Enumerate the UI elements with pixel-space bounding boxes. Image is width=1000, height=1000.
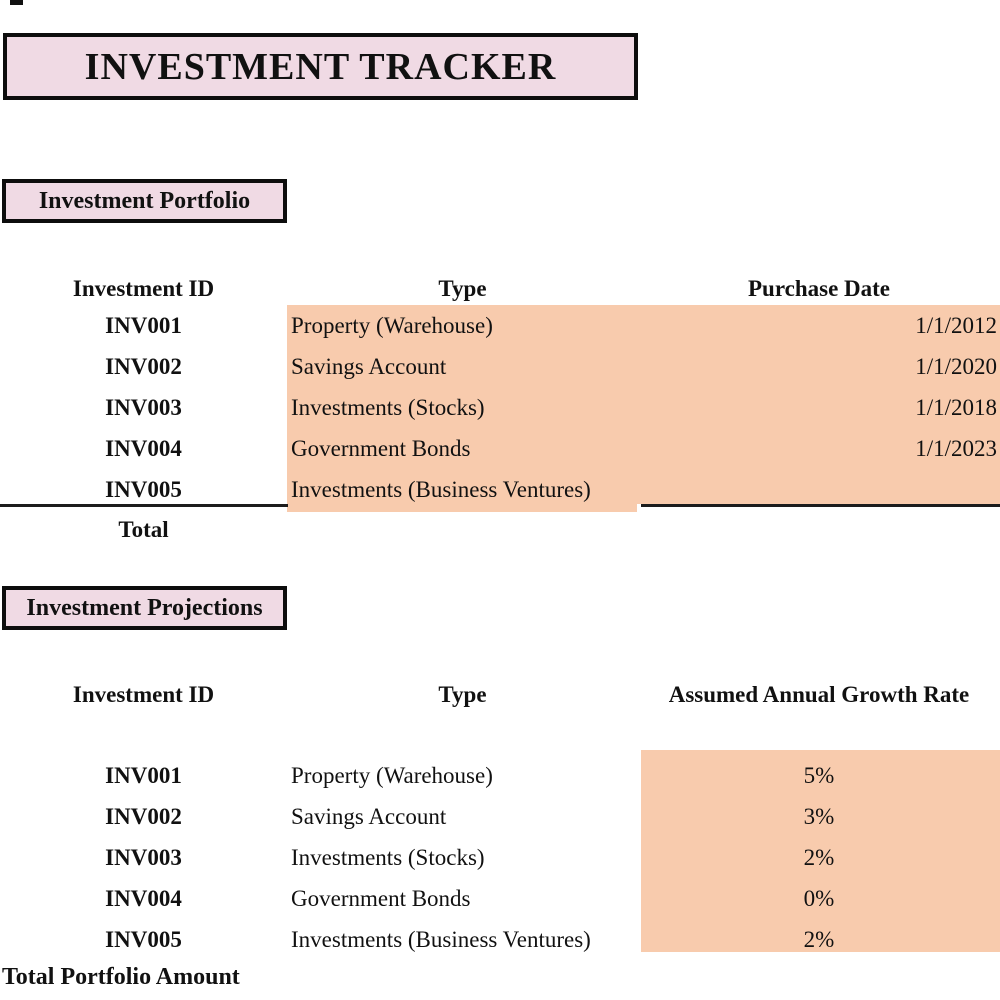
cell-growth-rate[interactable]: 3% xyxy=(803,804,835,829)
cell-investment-id[interactable]: INV001 xyxy=(105,763,182,788)
col-header-growth-rate: Assumed Annual Growth Rate xyxy=(668,682,970,707)
portfolio-total-label: Total xyxy=(118,517,169,542)
cell-purchase-date[interactable]: 1/1/2012 xyxy=(915,313,997,338)
cell-type[interactable]: Savings Account xyxy=(291,354,447,379)
cell-investment-id[interactable]: INV004 xyxy=(105,436,182,461)
cell-purchase-date[interactable] xyxy=(638,469,1000,510)
col-header-investment-id: Investment ID xyxy=(72,276,215,301)
cell-purchase-date[interactable]: 1/1/2018 xyxy=(915,395,997,420)
table-row: INV002 Savings Account 1/1/2020 xyxy=(0,346,1000,387)
col-header-type: Type xyxy=(438,276,487,301)
section-header-portfolio: Investment Portfolio xyxy=(2,179,287,223)
section-header-projections: Investment Projections xyxy=(2,586,287,630)
cell-type[interactable]: Government Bonds xyxy=(291,436,471,461)
cell-investment-id[interactable]: INV002 xyxy=(105,804,182,829)
cell-growth-rate[interactable]: 5% xyxy=(803,763,835,788)
col-header-investment-id: Investment ID xyxy=(72,682,215,707)
cell-growth-rate[interactable]: 2% xyxy=(803,927,835,952)
table-row: INV001 Property (Warehouse) 1/1/2012 xyxy=(0,305,1000,346)
page-title: INVESTMENT TRACKER xyxy=(84,45,557,88)
projections-table-header: Investment ID Type Assumed Annual Growth… xyxy=(0,678,1000,711)
cell-type[interactable]: Government Bonds xyxy=(291,886,471,911)
table-row: INV005 Investments (Business Ventures) xyxy=(0,469,1000,510)
col-header-purchase-date: Purchase Date xyxy=(747,276,891,301)
portfolio-highlight-block xyxy=(287,305,1000,504)
cell-investment-id[interactable]: INV001 xyxy=(105,313,182,338)
cell-investment-id[interactable]: INV004 xyxy=(105,886,182,911)
section-label-portfolio: Investment Portfolio xyxy=(38,187,251,214)
cell-growth-rate[interactable]: 0% xyxy=(803,886,835,911)
table-row: INV004 Government Bonds 0% xyxy=(0,878,1000,919)
col-header-type: Type xyxy=(438,682,487,707)
table-row: INV004 Government Bonds 1/1/2023 xyxy=(0,428,1000,469)
cell-type[interactable]: Property (Warehouse) xyxy=(291,313,493,338)
cell-type[interactable]: Investments (Business Ventures) xyxy=(291,927,591,952)
cell-investment-id[interactable]: INV002 xyxy=(105,354,182,379)
table-row: INV001 Property (Warehouse) 5% xyxy=(0,755,1000,796)
table-row: INV003 Investments (Stocks) 1/1/2018 xyxy=(0,387,1000,428)
cell-investment-id[interactable]: INV005 xyxy=(105,927,182,952)
projections-total-label: Total Portfolio Amount xyxy=(2,964,240,990)
cell-type[interactable]: Investments (Stocks) xyxy=(291,845,485,870)
cell-purchase-date[interactable]: 1/1/2020 xyxy=(915,354,997,379)
cell-investment-id[interactable]: INV005 xyxy=(105,477,182,502)
cell-type[interactable]: Investments (Stocks) xyxy=(291,395,485,420)
section-label-projections: Investment Projections xyxy=(26,594,263,621)
portfolio-total-rule-left xyxy=(0,504,288,507)
cell-type[interactable]: Property (Warehouse) xyxy=(291,763,493,788)
projections-table: INV001 Property (Warehouse) 5% INV002 Sa… xyxy=(0,755,1000,960)
projections-highlight-block xyxy=(641,750,1000,952)
cell-purchase-date[interactable]: 1/1/2023 xyxy=(915,436,997,461)
table-row: INV002 Savings Account 3% xyxy=(0,796,1000,837)
portfolio-table: INV001 Property (Warehouse) 1/1/2012 INV… xyxy=(0,305,1000,510)
table-row: INV003 Investments (Stocks) 2% xyxy=(0,837,1000,878)
cell-growth-rate[interactable]: 2% xyxy=(803,845,835,870)
cell-type[interactable]: Savings Account xyxy=(291,804,447,829)
table-row: INV005 Investments (Business Ventures) 2… xyxy=(0,919,1000,960)
cell-investment-id[interactable]: INV003 xyxy=(105,845,182,870)
portfolio-table-header: Investment ID Type Purchase Date xyxy=(0,272,1000,305)
portfolio-total-rule-right xyxy=(641,504,1000,507)
title-banner: INVESTMENT TRACKER xyxy=(3,33,638,100)
portfolio-highlight-tail xyxy=(287,504,637,512)
corner-artifact xyxy=(10,0,23,5)
cell-investment-id[interactable]: INV003 xyxy=(105,395,182,420)
cell-type[interactable]: Investments (Business Ventures) xyxy=(291,477,591,502)
